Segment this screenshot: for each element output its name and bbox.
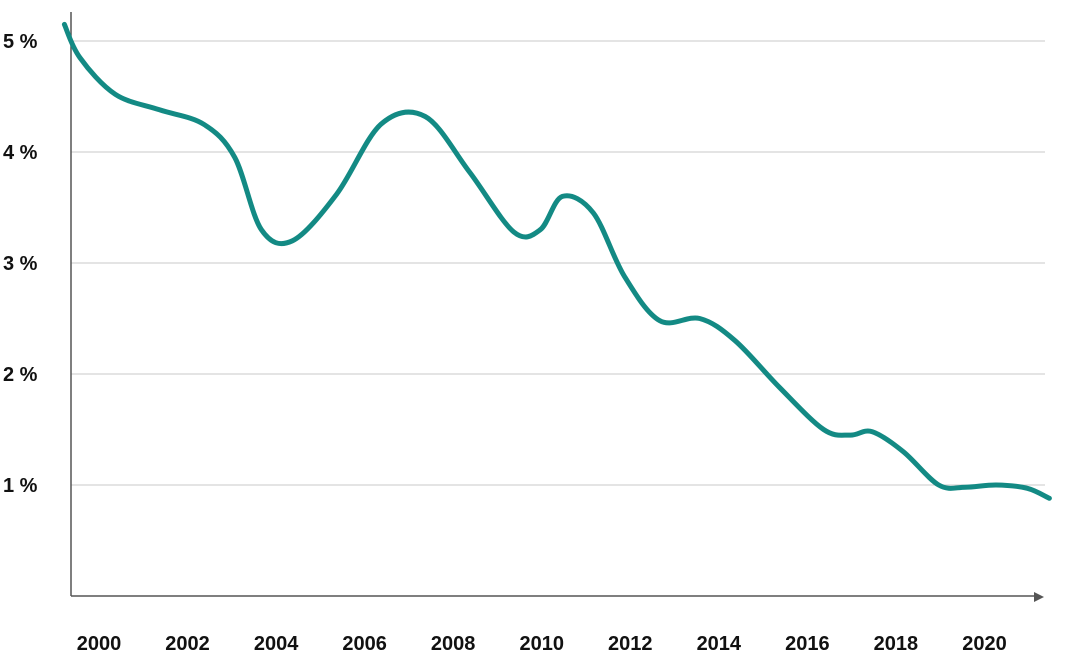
y-axis-tick-labels: 1 % 2 % 3 % 4 % 5 % bbox=[3, 31, 38, 497]
x-axis-arrow-icon bbox=[1034, 592, 1044, 602]
y-tick-label: 2 % bbox=[3, 364, 38, 386]
x-tick-label: 2008 bbox=[431, 633, 476, 655]
x-axis-tick-labels: 2000 2002 2004 2006 2008 2010 2012 2014 2016 2018… bbox=[77, 633, 1007, 655]
y-tick-label: 5 % bbox=[3, 31, 38, 53]
x-tick-label: 2014 bbox=[697, 633, 742, 655]
x-tick-label: 2012 bbox=[608, 633, 653, 655]
x-tick-label: 2010 bbox=[519, 633, 564, 655]
y-tick-label: 3 % bbox=[3, 253, 38, 275]
x-tick-label: 2006 bbox=[342, 633, 387, 655]
grid-lines bbox=[71, 40, 1045, 486]
x-tick-label: 2000 bbox=[77, 633, 122, 655]
y-tick-label: 4 % bbox=[3, 142, 38, 164]
series-line-1 bbox=[61, 21, 1052, 501]
x-tick-label: 2016 bbox=[785, 633, 830, 655]
x-tick-label: 2018 bbox=[874, 633, 919, 655]
y-tick-label: 1 % bbox=[3, 475, 38, 497]
x-tick-label: 2004 bbox=[254, 633, 299, 655]
axes bbox=[70, 12, 1044, 602]
x-tick-label: 2002 bbox=[165, 633, 210, 655]
x-tick-label: 2020 bbox=[962, 633, 1007, 655]
series-group bbox=[61, 21, 1052, 501]
